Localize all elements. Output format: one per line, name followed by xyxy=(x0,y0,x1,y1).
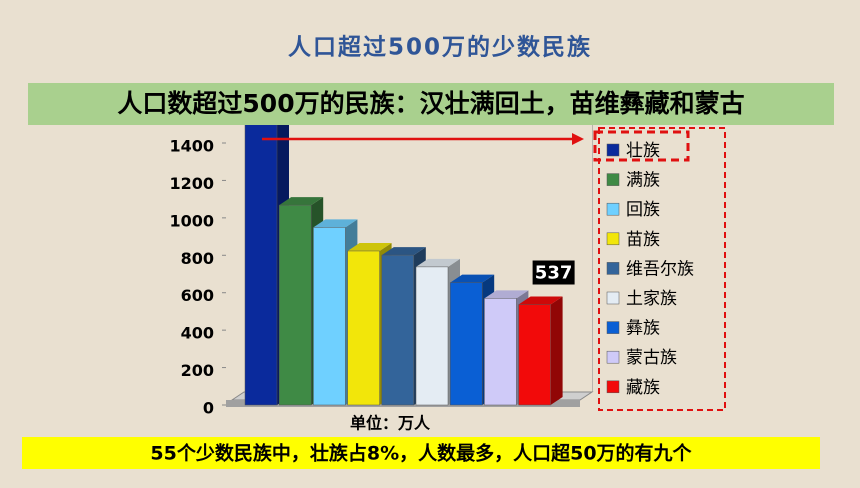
bar-side xyxy=(550,296,563,405)
y-tick-label: 1400 xyxy=(169,137,214,156)
legend-swatch xyxy=(606,232,620,246)
legend-swatch xyxy=(606,202,620,216)
y-tick-label: 600 xyxy=(181,286,214,305)
y-tick-label: 200 xyxy=(181,361,214,380)
bar-top xyxy=(416,258,460,267)
legend-label: 土家族 xyxy=(626,289,677,309)
chart: 0 200 400 600 800 1000 1200 1400 537 xyxy=(169,94,594,418)
legend-swatch xyxy=(606,350,620,364)
bar-top xyxy=(347,242,392,251)
bar xyxy=(313,227,346,406)
y-tick-label: 0 xyxy=(203,399,214,418)
y-tick-label: 400 xyxy=(181,324,214,343)
y-tick-label: 1000 xyxy=(169,211,214,230)
bar-top xyxy=(450,274,495,283)
footer-bg xyxy=(22,437,820,469)
legend-swatch xyxy=(606,143,620,157)
y-tick-label: 800 xyxy=(181,249,214,268)
bar-top xyxy=(484,290,529,299)
bar xyxy=(449,282,483,406)
legend-swatch xyxy=(606,291,620,305)
bar xyxy=(518,304,551,406)
data-label-bg xyxy=(532,260,575,285)
y-tick-label: 1200 xyxy=(169,174,214,193)
legend-label: 彝族 xyxy=(626,319,660,339)
banner-bg xyxy=(28,83,834,125)
bar-top xyxy=(381,247,426,256)
legend-label: 苗族 xyxy=(626,230,660,250)
legend-label: 维吾尔族 xyxy=(626,259,694,279)
slide-title: 人口超过500万的少数民族 xyxy=(288,34,592,61)
legend-label: 壮族 xyxy=(626,141,660,161)
bar xyxy=(415,266,449,406)
data-label: 537 xyxy=(535,263,573,284)
footer: 55个少数民族中，壮族占8%，人数最多，人口超50万的有九个 xyxy=(150,442,692,465)
arrow-head xyxy=(572,133,584,145)
bar xyxy=(381,254,415,406)
x-axis-label: 单位：万人 xyxy=(350,414,431,433)
bar xyxy=(347,250,380,406)
bar xyxy=(484,298,517,406)
bar-top xyxy=(313,219,358,228)
legend-label: 蒙古族 xyxy=(626,348,677,368)
bar-top xyxy=(518,296,563,305)
legend-swatch xyxy=(606,321,620,334)
banner: 人口数超过500万的民族：汉壮满回土，苗维彝藏和蒙古 xyxy=(117,89,744,118)
legend-swatch xyxy=(606,380,620,394)
legend-box xyxy=(598,127,726,411)
bar-top xyxy=(279,197,324,206)
legend-label: 藏族 xyxy=(626,378,660,398)
wall-edge xyxy=(592,110,593,392)
legend-swatch xyxy=(606,262,620,275)
highlight-box xyxy=(593,130,690,162)
legend-swatch xyxy=(606,173,620,186)
legend-label: 满族 xyxy=(626,171,660,191)
bar xyxy=(278,204,312,406)
legend-label: 回族 xyxy=(626,200,660,220)
bar xyxy=(244,102,278,406)
